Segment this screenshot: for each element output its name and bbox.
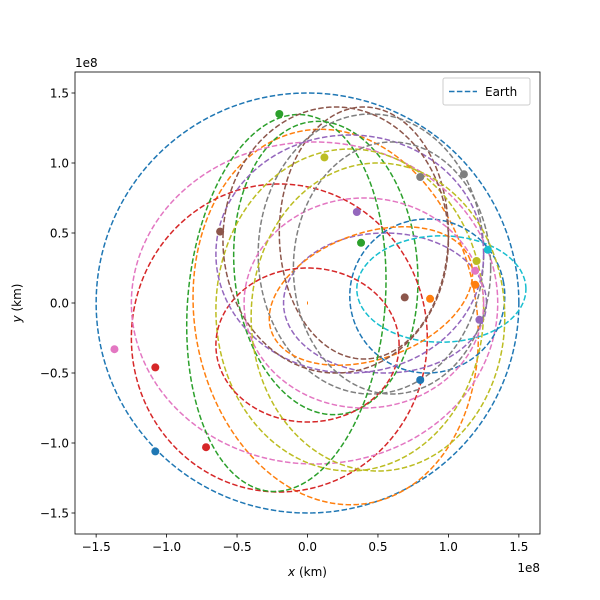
body-marker-15 — [216, 227, 225, 236]
x-tick-label: 0.0 — [298, 540, 317, 554]
body-marker-3 — [151, 363, 160, 372]
body-marker-4 — [475, 315, 484, 324]
earth-position-marker — [151, 447, 160, 456]
orbit-7 — [257, 113, 485, 395]
y-tick-label: −0.5 — [40, 366, 69, 380]
x-tick-label: −0.5 — [222, 540, 251, 554]
orbit-2 — [232, 120, 419, 416]
orbit-13 — [215, 267, 400, 423]
y-tick-label: −1.5 — [40, 506, 69, 520]
orbit-10 — [349, 218, 506, 374]
body-marker-16 — [471, 266, 480, 275]
legend: Earth — [442, 77, 531, 106]
y-axis-offset-text: 1e8 — [75, 56, 98, 70]
orbit-12 — [185, 113, 387, 493]
orbit-18 — [250, 162, 506, 472]
body-marker-1 — [426, 294, 435, 303]
body-marker-18 — [472, 257, 481, 265]
x-axis-ticks: −1.5 −1.0 −0.5 0.0 0.5 1.0 1.5 — [82, 534, 528, 554]
body-marker-8 — [320, 153, 329, 162]
y-tick-label: 0.0 — [50, 296, 69, 310]
body-marker-12 — [275, 110, 284, 118]
orbit-14 — [215, 134, 485, 374]
body-marker-7 — [459, 170, 468, 179]
orbit-17 — [292, 141, 492, 395]
body-marker-9 — [483, 245, 492, 254]
x-axis-label: x (km) — [287, 565, 327, 579]
orbit-marker-group — [110, 110, 492, 456]
y-axis-ticks: −1.5 −1.0 −0.5 0.0 0.5 1.0 1.5 — [40, 86, 75, 520]
orbit-16 — [243, 197, 485, 409]
body-marker-14 — [352, 208, 361, 216]
x-tick-label: 1.5 — [509, 540, 528, 554]
body-marker-11 — [471, 280, 480, 289]
body-marker-5 — [400, 293, 409, 302]
orbit-11 — [268, 226, 474, 366]
y-tick-label: 1.0 — [50, 156, 69, 170]
orbit-3 — [130, 183, 429, 493]
legend-earth-label: Earth — [485, 85, 517, 99]
legend-box — [442, 77, 531, 106]
body-marker-6 — [110, 345, 119, 354]
orbit-4 — [282, 232, 488, 374]
orbit-series-group — [95, 92, 527, 514]
orbit-8 — [215, 148, 485, 472]
body-marker-17 — [416, 173, 425, 181]
orbit-6 — [130, 141, 499, 465]
x-tick-label: −1.5 — [82, 540, 111, 554]
y-axis-label: y (km) — [10, 284, 24, 324]
x-tick-label: 1.0 — [439, 540, 458, 554]
x-axis-offset-text: 1e8 — [517, 561, 540, 575]
y-tick-label: 0.5 — [50, 226, 69, 240]
body-marker-2 — [357, 238, 366, 247]
y-tick-label: 1.5 — [50, 86, 69, 100]
orbit-15 — [222, 106, 450, 374]
y-tick-label: −1.0 — [40, 436, 69, 450]
x-tick-label: −1.0 — [152, 540, 181, 554]
orbit-9 — [356, 235, 527, 343]
x-tick-label: 0.5 — [368, 540, 387, 554]
orbit-5 — [278, 106, 450, 360]
body-marker-10 — [416, 376, 425, 384]
body-marker-13 — [202, 443, 211, 452]
